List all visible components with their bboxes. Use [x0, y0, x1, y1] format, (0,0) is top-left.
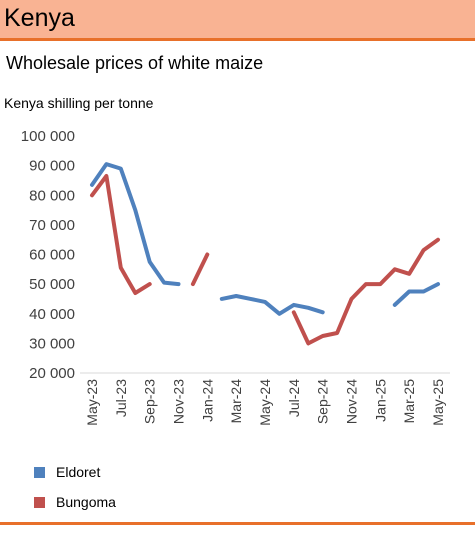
y-tick-label: 100 000 [21, 128, 75, 145]
y-tick-label: 70 000 [29, 217, 75, 234]
legend-label-bungoma: Bungoma [56, 494, 116, 510]
x-tick-label: May-24 [257, 379, 273, 426]
y-tick-label: 30 000 [29, 335, 75, 352]
x-tick-label: Jan-24 [199, 379, 215, 422]
series-line-bungoma [90, 174, 440, 346]
x-tick-label: Jul-24 [286, 379, 302, 417]
legend-swatch-eldoret [34, 467, 45, 478]
x-tick-label: Jul-23 [113, 379, 129, 417]
y-tick-label: 80 000 [29, 187, 75, 204]
legend-label-eldoret: Eldoret [56, 464, 101, 480]
x-tick-label: Nov-23 [171, 379, 187, 424]
y-tick-label: 20 000 [29, 365, 75, 382]
x-tick-label: Mar-24 [228, 379, 244, 424]
x-tick-label: May-25 [430, 379, 446, 426]
y-tick-label: 50 000 [29, 276, 75, 293]
page-title: Kenya [4, 4, 75, 32]
x-tick-label: Mar-25 [401, 379, 417, 424]
series-lines [90, 162, 440, 346]
series-line-eldoret [90, 162, 440, 316]
y-tick-label: 40 000 [29, 306, 75, 323]
y-tick-label: 60 000 [29, 247, 75, 264]
y-axis-ticks: 20 000 30 000 40 000 50 000 60 000 70 000 80 0… [21, 128, 75, 382]
legend-swatch-bungoma [34, 497, 45, 508]
y-tick-label: 90 000 [29, 158, 75, 175]
x-tick-label: May-23 [84, 379, 100, 426]
line-chart: 20 000 30 000 40 000 50 000 60 000 70 000 80 0… [21, 128, 450, 426]
x-tick-label: Jan-25 [372, 379, 388, 422]
footer-rule [0, 522, 475, 525]
x-axis-ticks: May-23 Jul-23 Sep-23 Nov-23 Jan-24 Mar-24 May-… [84, 379, 446, 426]
x-tick-label: Nov-24 [344, 379, 360, 424]
header-banner: Kenya [0, 0, 475, 41]
x-tick-label: Sep-24 [315, 379, 331, 424]
y-axis-unit-label: Kenya shilling per tonne [4, 95, 154, 111]
x-tick-label: Sep-23 [142, 379, 158, 424]
chart-title: Wholesale prices of white maize [6, 53, 264, 73]
